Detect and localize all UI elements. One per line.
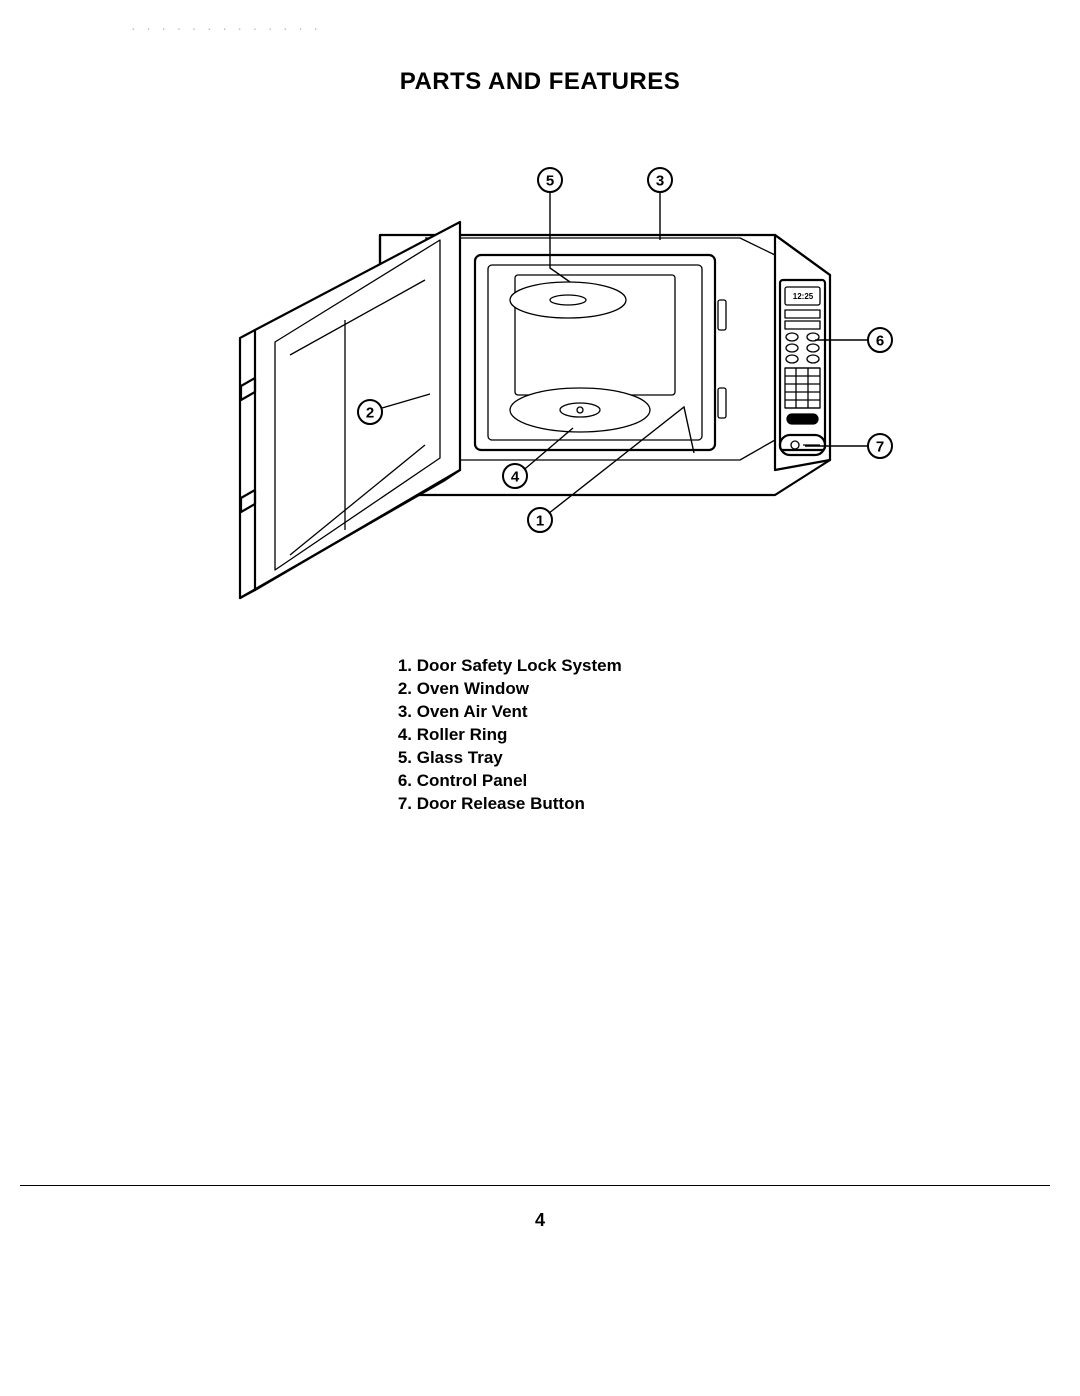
footer-rule [20, 1185, 1050, 1186]
page-number: 4 [0, 1210, 1080, 1231]
callout-number: 1 [536, 513, 544, 530]
display-time: 12:25 [793, 292, 814, 301]
leader-line [550, 180, 570, 282]
parts-legend: 1. Door Safety Lock System2. Oven Window… [390, 655, 622, 816]
diagram-svg: 12:25 [220, 160, 900, 630]
legend-label: Roller Ring [417, 725, 508, 744]
legend-row: 4. Roller Ring [390, 724, 622, 747]
scan-noise-top: . . . . . . . . . . . . . [130, 22, 320, 34]
legend-label: Oven Air Vent [417, 702, 528, 721]
callout-number: 3 [656, 173, 664, 190]
legend-row: 7. Door Release Button [390, 793, 622, 816]
callout-number: 4 [511, 469, 520, 486]
legend-label: Oven Window [417, 679, 529, 698]
legend-number: 7. [390, 793, 412, 816]
legend-label: Control Panel [417, 771, 528, 790]
door-open [240, 222, 460, 598]
legend-number: 4. [390, 724, 412, 747]
callout-number: 7 [876, 439, 884, 456]
page-title: PARTS AND FEATURES [0, 68, 1080, 96]
legend-row: 1. Door Safety Lock System [390, 655, 622, 678]
legend-row: 2. Oven Window [390, 678, 622, 701]
legend-label: Door Release Button [417, 794, 585, 813]
microwave-diagram: 12:25 [220, 160, 900, 630]
legend-row: 6. Control Panel [390, 770, 622, 793]
legend-row: 5. Glass Tray [390, 747, 622, 770]
legend-label: Door Safety Lock System [417, 656, 622, 675]
page: . . . . . . . . . . . . . PARTS AND FEAT… [0, 0, 1080, 1396]
legend-number: 2. [390, 678, 412, 701]
legend-number: 1. [390, 655, 412, 678]
legend-number: 6. [390, 770, 412, 793]
callout-number: 5 [546, 173, 554, 190]
legend-number: 3. [390, 701, 412, 724]
legend-label: Glass Tray [417, 748, 503, 767]
legend-number: 5. [390, 747, 412, 770]
callout-number: 6 [876, 333, 884, 350]
legend-row: 3. Oven Air Vent [390, 701, 622, 724]
callout-number: 2 [366, 405, 374, 422]
